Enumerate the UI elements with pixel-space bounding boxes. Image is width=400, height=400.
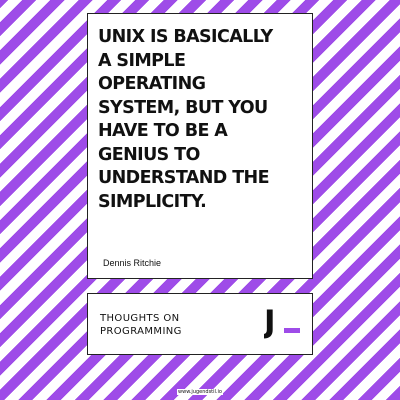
website-url-text: www.jugendstil.io [177,389,223,395]
series-title: THOUGHTS ON PROGRAMMING [100,313,182,337]
quote-author: Dennis Ritchie [103,258,162,268]
jugendstil-logo-icon: J [264,306,300,340]
logo-letter: J [264,306,276,340]
logo-underscore [284,328,300,333]
quote-text: UNIX IS BASICALLY A SIMPLE OPERATING SYS… [98,27,273,212]
website-url: www.jugendstil.io [0,388,400,396]
quote-card: UNIX IS BASICALLY A SIMPLE OPERATING SYS… [87,13,313,279]
footer-card: THOUGHTS ON PROGRAMMING J [87,293,313,355]
